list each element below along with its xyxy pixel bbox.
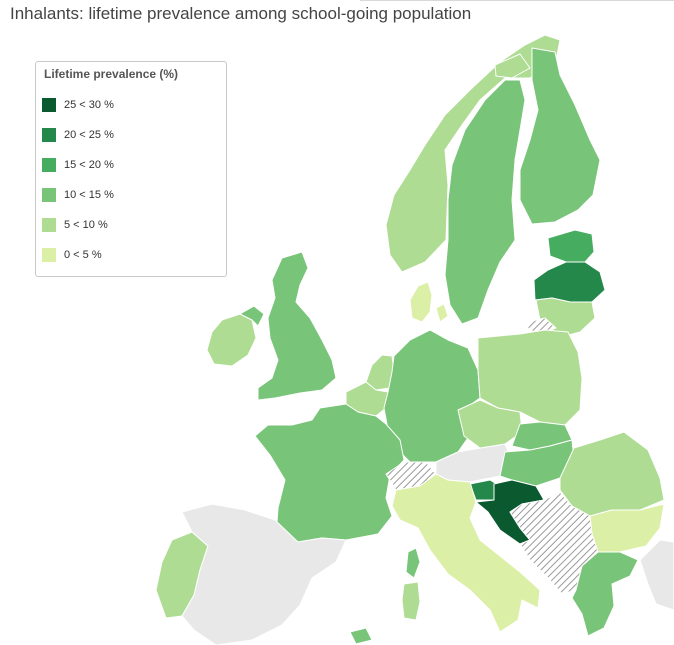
legend-label: 5 < 10 % [64, 219, 108, 231]
legend-swatch [42, 98, 56, 112]
legend-label: 15 < 20 % [64, 159, 114, 171]
country-poland[interactable] [477, 329, 583, 426]
island-sardinia[interactable] [401, 581, 421, 621]
country-italy[interactable] [391, 473, 541, 633]
legend-label: 10 < 15 % [64, 189, 114, 201]
country-ireland[interactable] [206, 313, 257, 367]
country-france[interactable] [254, 403, 405, 543]
island-south[interactable] [349, 627, 373, 645]
island-corsica[interactable] [405, 547, 421, 579]
country-estonia[interactable] [547, 229, 595, 263]
country-romania[interactable] [559, 431, 665, 517]
legend-swatch [42, 158, 56, 172]
legend-swatch [42, 218, 56, 232]
country-spain[interactable] [181, 503, 347, 645]
legend-label: 25 < 30 % [64, 99, 114, 111]
map-title: Inhalants: lifetime prevalence among sch… [10, 4, 472, 23]
legend-swatch [42, 128, 56, 142]
map-legend: Lifetime prevalence (%) 25 < 30 % 20 < 2… [35, 61, 227, 277]
legend-label: 20 < 25 % [64, 129, 114, 141]
legend-swatch [42, 248, 56, 262]
legend-title: Lifetime prevalence (%) [44, 67, 179, 81]
country-united-kingdom[interactable] [257, 251, 337, 401]
country-turkey-nodata[interactable] [639, 539, 674, 611]
country-sweden[interactable] [444, 79, 526, 325]
legend-swatch [42, 188, 56, 202]
country-greece[interactable] [571, 551, 639, 637]
country-northern-ireland[interactable] [239, 305, 265, 327]
europe-map [155, 34, 674, 645]
country-finland[interactable] [519, 47, 601, 225]
legend-label: 0 < 5 % [64, 249, 102, 261]
island-north[interactable] [494, 53, 531, 79]
country-latvia[interactable] [533, 261, 606, 303]
header-divider [360, 0, 674, 1]
country-denmark[interactable] [409, 281, 449, 323]
country-norway[interactable] [385, 34, 561, 273]
country-russia-nodata [589, 109, 674, 431]
